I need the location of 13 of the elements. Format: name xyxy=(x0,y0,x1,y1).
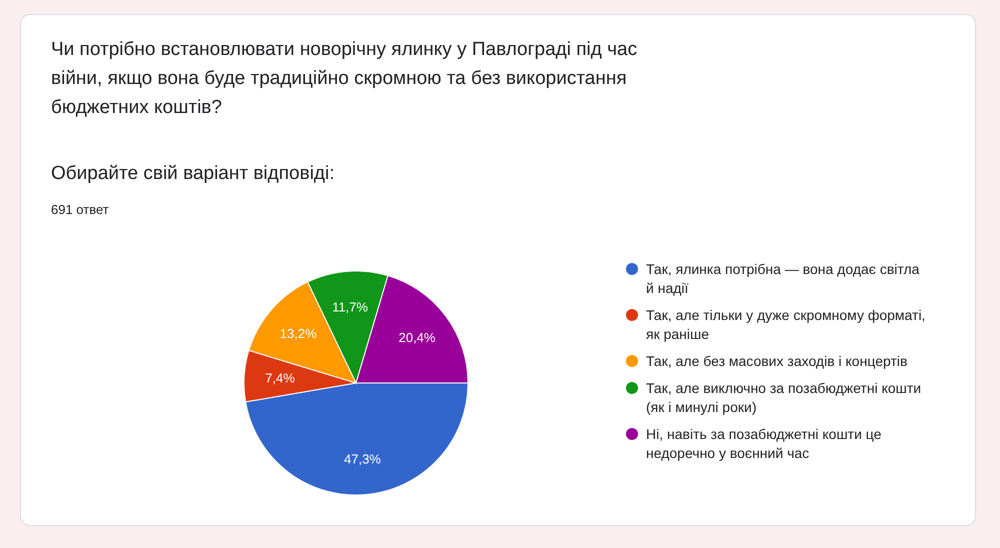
data-label: 20,4% xyxy=(398,330,436,345)
chart-subtitle: Обирайте свій варіант відповіді: xyxy=(51,163,334,185)
data-label: 13,2% xyxy=(280,326,318,341)
data-label: 7,4% xyxy=(265,370,296,386)
legend-label: Так, але виключно за позабюджетні кошти (як і минулі роки) xyxy=(646,379,922,417)
legend-label: Так, ялинка потрібна — вона додає світла й надії xyxy=(646,260,920,298)
legend-label: Так, але без масових заходів і концертів xyxy=(646,352,908,371)
legend-label: Так, але тільки у дуже скромному форматі, як раніше xyxy=(646,306,926,344)
data-label: 47,3% xyxy=(344,451,382,466)
chart-title: Чи потрібно встановлювати новорічну ялинку у Павлограді під час війни, якщо вона буде традиційно скромною та без використання бюджетних коштів? xyxy=(51,38,638,120)
legend-label: Ні, навіть за позабюджетні кошти це недоречно у воєнний час xyxy=(646,425,882,463)
data-label: 11,7% xyxy=(332,300,368,315)
text: 691 ответ xyxy=(51,202,109,217)
